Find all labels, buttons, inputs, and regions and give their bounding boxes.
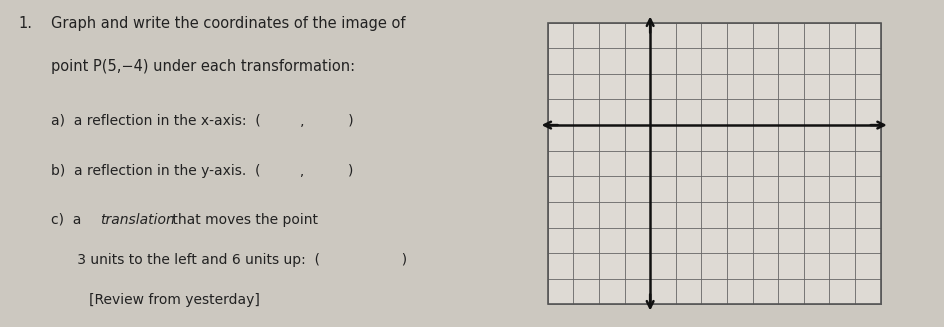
Text: 1.: 1. xyxy=(19,16,33,31)
Text: [Review from yesterday]: [Review from yesterday] xyxy=(89,293,260,307)
Text: b)  a reflection in the y-axis.  (         ,          ): b) a reflection in the y-axis. ( , ) xyxy=(51,164,353,178)
Text: point P(5,−4) under each transformation:: point P(5,−4) under each transformation: xyxy=(51,59,355,74)
Text: a)  a reflection in the x-axis:  (         ,          ): a) a reflection in the x-axis: ( , ) xyxy=(51,114,354,128)
Text: ): ) xyxy=(358,253,407,267)
Text: translation: translation xyxy=(100,213,175,227)
Text: 3 units to the left and 6 units up:  (: 3 units to the left and 6 units up: ( xyxy=(51,253,320,267)
Text: c)  a: c) a xyxy=(51,213,86,227)
Text: Graph and write the coordinates of the image of: Graph and write the coordinates of the i… xyxy=(51,16,406,31)
Text: that moves the point: that moves the point xyxy=(167,213,317,227)
